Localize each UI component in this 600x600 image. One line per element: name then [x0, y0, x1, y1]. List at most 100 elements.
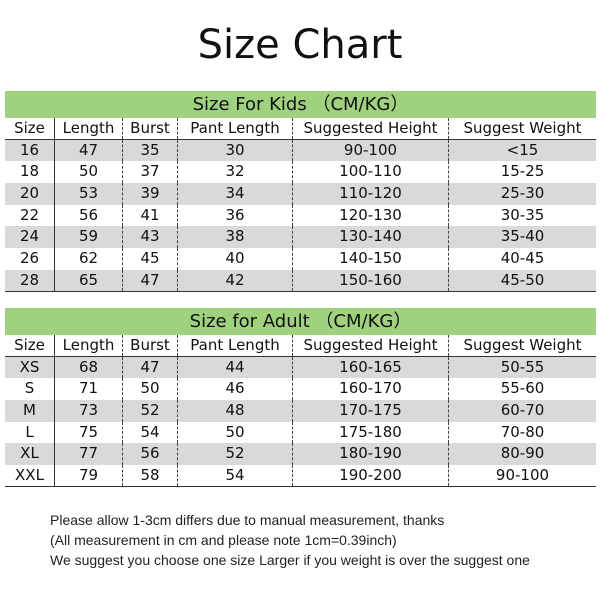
cell: 46	[177, 378, 292, 401]
cell: 50-55	[448, 356, 596, 379]
cell: 22	[5, 204, 55, 227]
cell: 28	[5, 269, 55, 291]
cell: 45-50	[448, 269, 596, 291]
table-row: 16 47 35 30 90-100 <15	[5, 139, 596, 162]
note-line: Please allow 1-3cm differs due to manual…	[50, 512, 445, 528]
cell: 90-100	[292, 139, 448, 162]
cell: 32	[177, 161, 292, 184]
cell: 52	[122, 400, 177, 422]
cell: 25-30	[448, 183, 596, 205]
page-title: Size Chart	[197, 22, 403, 68]
cell: 30-35	[448, 204, 596, 227]
cell: 90-100	[448, 465, 596, 486]
table-row: 24 59 43 38 130-140 35-40	[5, 226, 596, 249]
cell: 38	[177, 226, 292, 249]
adult-table-heading: Size for Adult （CM/KG）	[5, 308, 596, 335]
header-row: Size Length Burst Pant Length Suggested Heig…	[5, 335, 596, 357]
table-row: 26 62 45 40 140-150 40-45	[5, 248, 596, 270]
table-row: 28 65 47 42 150-160 45-50	[5, 269, 596, 292]
cell: 48	[177, 400, 292, 422]
table-row: 22 56 41 36 120-130 30-35	[5, 204, 596, 227]
cell: 54	[122, 421, 177, 444]
cell: 53	[78, 184, 99, 203]
table-row: S 71 50 46 160-170 55-60	[5, 378, 596, 401]
cell: 77	[78, 444, 99, 463]
cell: 41	[122, 204, 177, 227]
table-row: XL 77 56 52 180-190 80-90	[5, 443, 596, 466]
cell: 80-90	[448, 443, 596, 466]
cell: 40	[177, 248, 292, 270]
cell: 45	[122, 248, 177, 270]
cell: 68	[78, 357, 99, 376]
cell: Suggested Height	[292, 335, 448, 356]
cell: 100-110	[292, 161, 448, 184]
cell: 55-60	[448, 378, 596, 401]
cell: 47	[78, 140, 99, 159]
cell: Burst	[122, 335, 177, 356]
cell: Size	[5, 118, 55, 139]
cell: S	[5, 378, 55, 401]
cell: 35-40	[448, 226, 596, 249]
cell: 24	[5, 226, 55, 249]
cell: 79	[78, 466, 99, 485]
cell: 190-200	[292, 465, 448, 486]
cell: 54	[177, 465, 292, 486]
cell: 35	[122, 139, 177, 162]
cell: 34	[177, 183, 292, 205]
cell: XS	[5, 356, 55, 379]
cell: 160-170	[292, 378, 448, 401]
cell: 70-80	[448, 421, 596, 444]
cell: 39	[122, 183, 177, 205]
cell: <15	[448, 139, 596, 162]
table-row: 18 50 37 32 100-110 15-25	[5, 161, 596, 184]
cell: Suggest Weight	[448, 335, 596, 356]
header-row: Size Length Burst Pant Length Suggested Heig…	[5, 118, 596, 140]
cell: 42	[177, 269, 292, 291]
table-row: 20 53 39 34 110-120 25-30	[5, 183, 596, 205]
cell: Pant Length	[177, 335, 292, 356]
cell: Length	[62, 336, 115, 354]
cell: 36	[177, 204, 292, 227]
cell: Length	[62, 119, 115, 137]
notes: Please allow 1-3cm differs due to manual…	[50, 510, 530, 570]
cell: 56	[78, 205, 99, 224]
note-line: We suggest you choose one size Larger if…	[50, 552, 530, 568]
cell: 75	[78, 422, 99, 441]
cell: 62	[78, 249, 99, 268]
cell: 50	[122, 378, 177, 401]
cell: 15-25	[448, 161, 596, 184]
cell: 52	[177, 443, 292, 466]
cell: 130-140	[292, 226, 448, 249]
adult-size-table: Size for Adult （CM/KG） Size Length Burst Pa…	[5, 308, 596, 487]
cell: 120-130	[292, 204, 448, 227]
cell: 180-190	[292, 443, 448, 466]
table-row: XS 68 47 44 160-165 50-55	[5, 356, 596, 379]
cell: L	[5, 421, 55, 444]
cell: 47	[122, 269, 177, 291]
cell: 20	[5, 183, 55, 205]
cell: Suggested Height	[292, 118, 448, 139]
cell: 56	[122, 443, 177, 466]
table-row: XXL 79 58 54 190-200 90-100	[5, 465, 596, 487]
cell: XXL	[5, 465, 55, 486]
cell: 58	[122, 465, 177, 486]
cell: Pant Length	[177, 118, 292, 139]
cell: Size	[5, 335, 55, 356]
cell: 44	[177, 356, 292, 379]
cell: 59	[78, 227, 99, 246]
cell: 50	[78, 162, 99, 181]
cell: 60-70	[448, 400, 596, 422]
cell: 18	[5, 161, 55, 184]
cell: 40-45	[448, 248, 596, 270]
table-row: M 73 52 48 170-175 60-70	[5, 400, 596, 422]
cell: 73	[78, 401, 99, 420]
cell: 175-180	[292, 421, 448, 444]
cell: 50	[177, 421, 292, 444]
cell: 110-120	[292, 183, 448, 205]
cell: 30	[177, 139, 292, 162]
cell: 150-160	[292, 269, 448, 291]
cell: Burst	[122, 118, 177, 139]
cell: 26	[5, 248, 55, 270]
cell: 65	[78, 270, 99, 289]
note-line: (All measurement in cm and please note 1…	[50, 532, 397, 548]
